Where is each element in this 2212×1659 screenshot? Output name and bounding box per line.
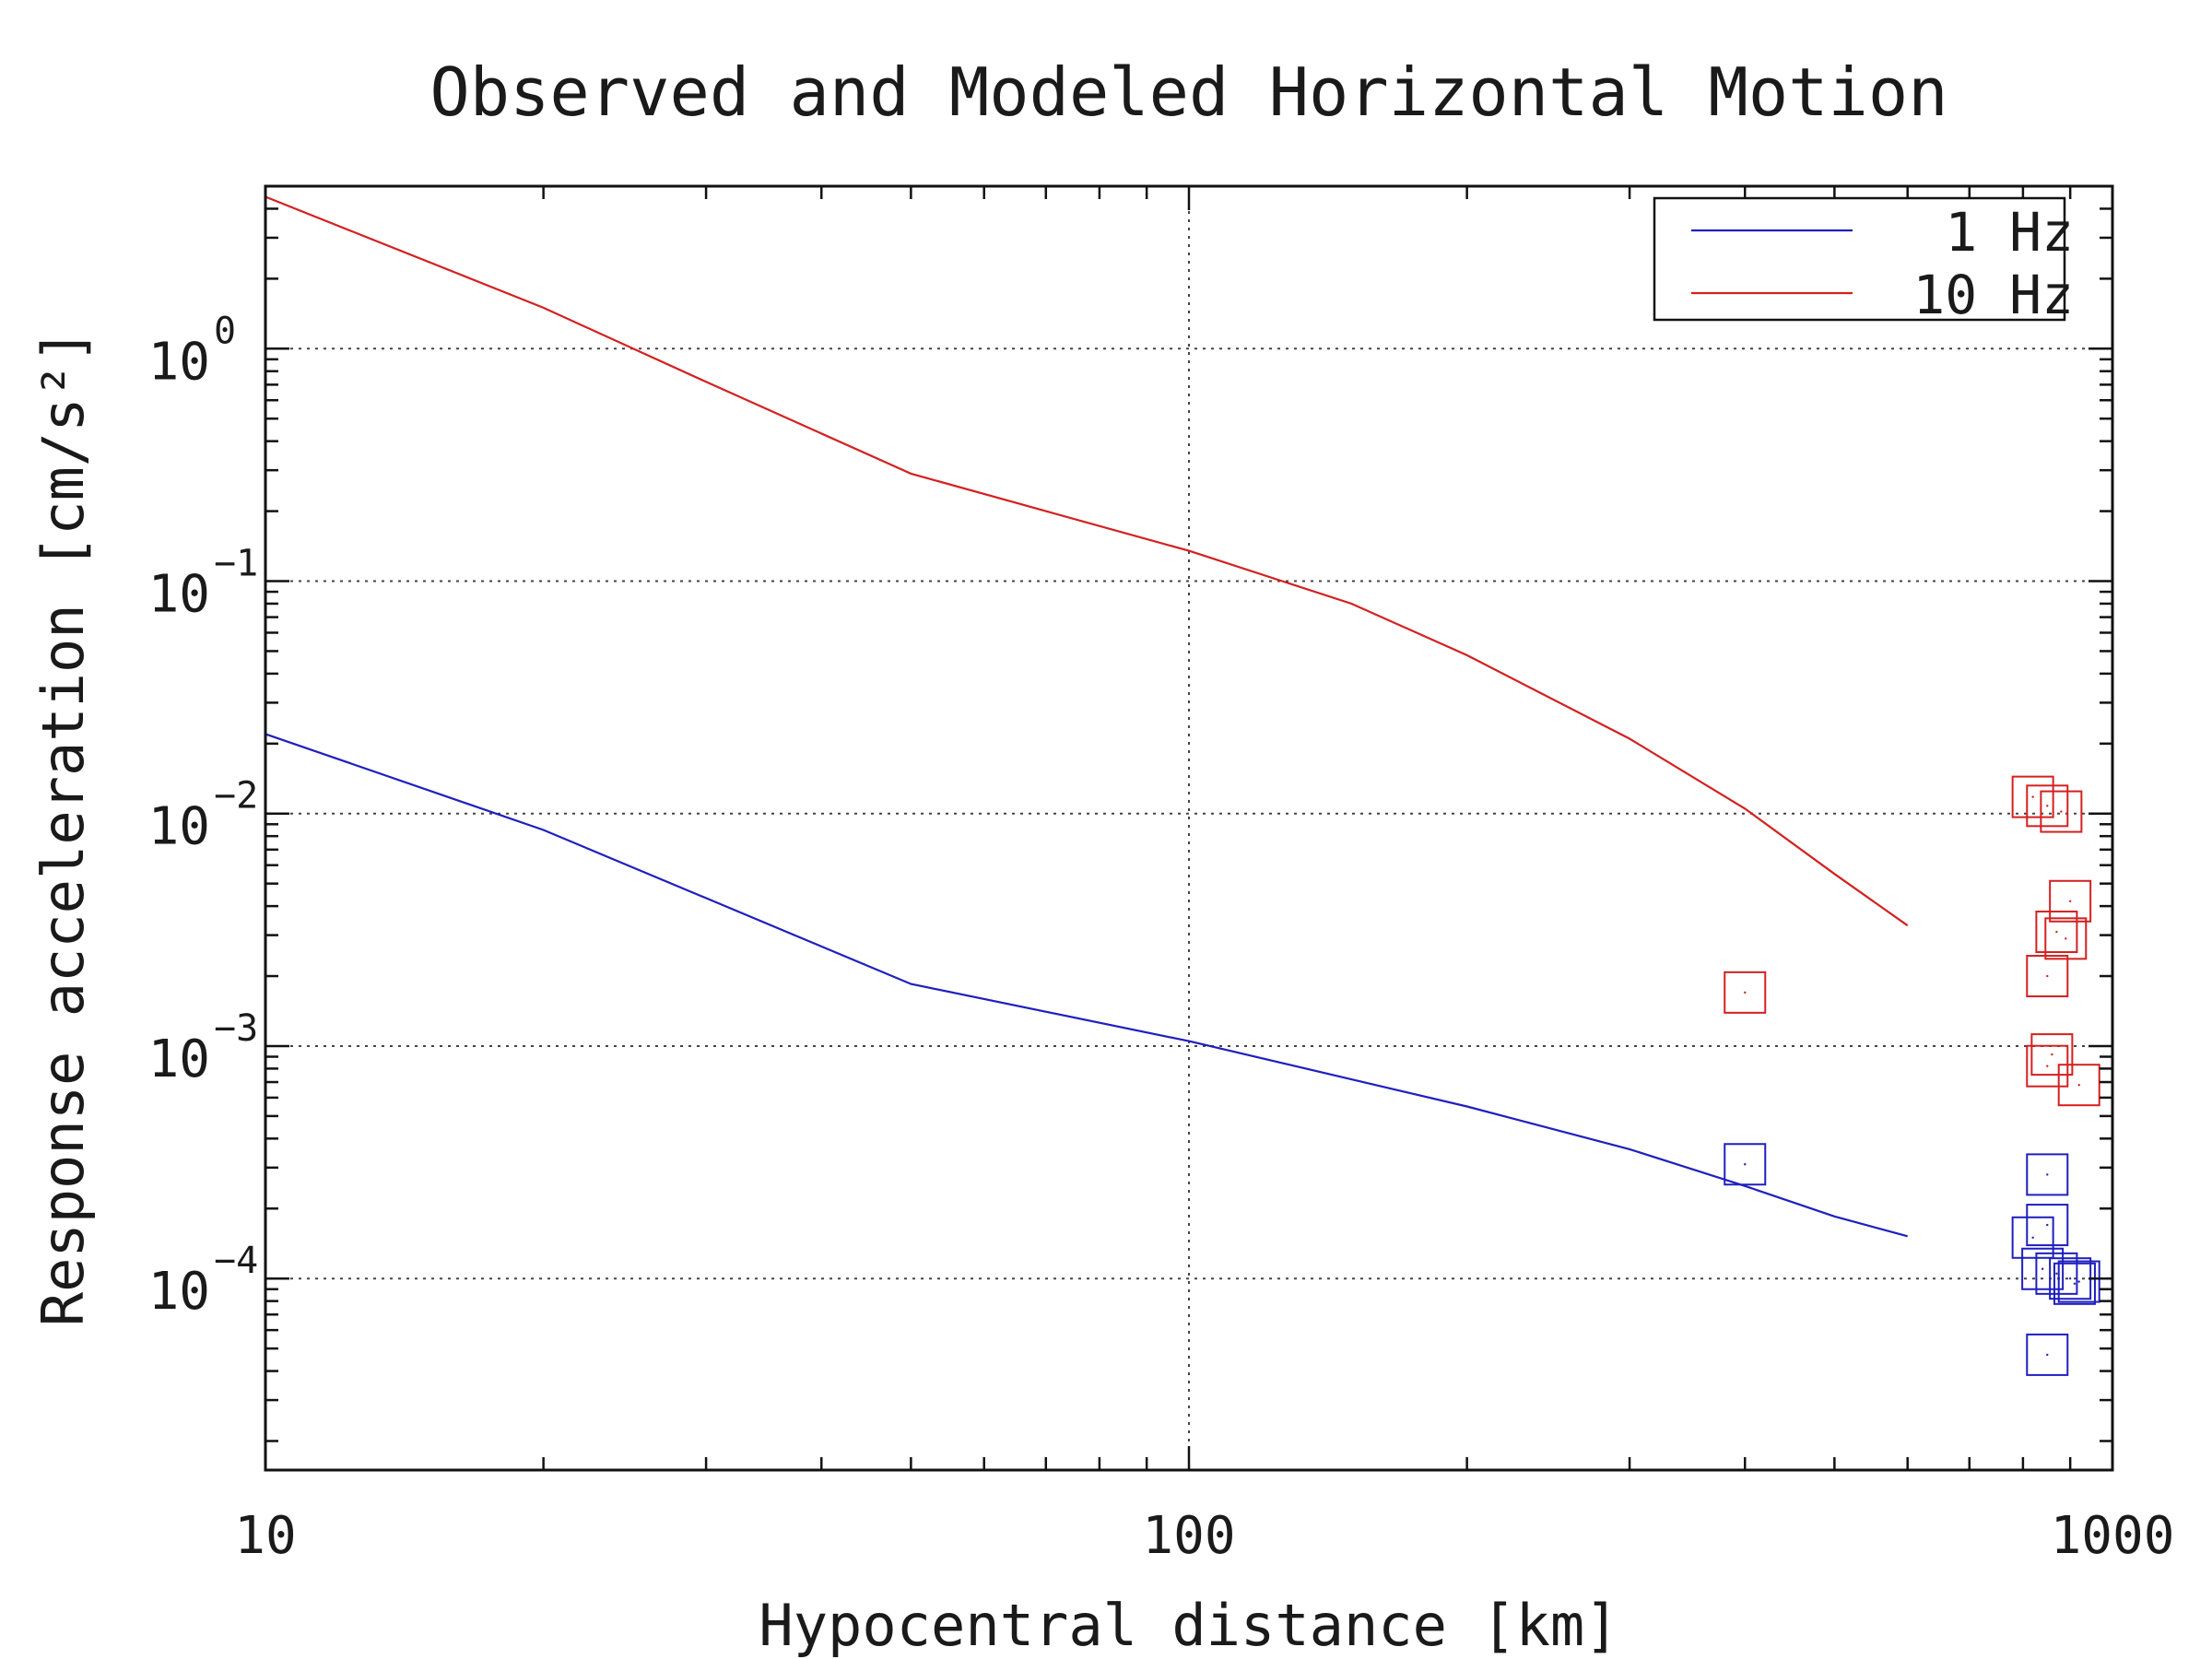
observed-point <box>2049 879 2092 923</box>
observed-point <box>2011 1216 2054 1259</box>
observed-point <box>2030 1033 2074 1077</box>
legend-box <box>1653 196 2066 322</box>
grid <box>265 186 2112 1470</box>
axis-ticks <box>264 184 2112 1470</box>
observed-point <box>2040 790 2083 833</box>
observed-point <box>2026 1153 2069 1196</box>
y-tick-label-base: 10 <box>148 797 210 857</box>
y-tick-label-4: 10−4 <box>148 1240 259 1322</box>
chart-title: Observed and Modeled Horizontal Motion <box>429 53 1947 131</box>
observed-point <box>2026 955 2069 998</box>
observed-point <box>1724 1143 1767 1186</box>
y-tick-label-base: 10 <box>148 332 210 392</box>
legend-item-1hz: 1 Hz <box>1691 201 2074 264</box>
legend-label: 1 Hz <box>1945 201 2074 264</box>
y-tick-label-exponent: −3 <box>214 1007 258 1050</box>
y-tick-label-exponent: 0 <box>214 310 236 352</box>
y-tick-label-2: 10−2 <box>148 775 259 857</box>
x-tick-labels: 10 100 1000 <box>234 1506 2174 1566</box>
y-tick-label-exponent: −1 <box>214 543 258 585</box>
observed-point <box>2035 911 2078 954</box>
x-axis-label: Hypocentral distance [km] <box>759 1592 1618 1659</box>
observed-point <box>2057 1260 2100 1303</box>
x-tick-label-1: 100 <box>1142 1506 1235 1566</box>
y-axis-label: Response acceleration [cm/s²] <box>29 329 97 1327</box>
x-tick-label-0: 10 <box>234 1506 296 1566</box>
y-tick-label-0: 100 <box>148 310 237 392</box>
series-line-1hz <box>265 733 1908 1238</box>
observed-point <box>1724 971 1767 1014</box>
x-tick-label-2: 1000 <box>2051 1506 2175 1566</box>
y-tick-label-exponent: −4 <box>214 1240 258 1282</box>
series-group <box>265 195 1909 1238</box>
y-tick-label-base: 10 <box>148 565 210 625</box>
legend-label: 10 Hz <box>1912 264 2074 326</box>
observed-point <box>2026 1204 2069 1247</box>
observed-point <box>2021 1247 2065 1290</box>
observed-point <box>2035 1252 2078 1295</box>
y-tick-label-exponent: −2 <box>214 775 258 818</box>
y-tick-label-1: 10−1 <box>148 543 259 625</box>
observed-point <box>2057 1064 2100 1107</box>
observed-point <box>2026 1044 2069 1088</box>
y-tick-label-base: 10 <box>148 1262 210 1322</box>
observed-point <box>2026 784 2069 828</box>
observed-points-group <box>1724 775 2100 1376</box>
observed-point <box>2011 775 2054 818</box>
y-tick-label-3: 10−3 <box>148 1007 259 1089</box>
observed-point <box>2044 917 2088 960</box>
observed-point <box>2026 1333 2069 1376</box>
observed-point <box>2053 1262 2096 1305</box>
y-tick-label-base: 10 <box>148 1030 210 1089</box>
series-line-10hz <box>265 195 1909 927</box>
legend-item-10hz: 10 Hz <box>1691 264 2074 326</box>
